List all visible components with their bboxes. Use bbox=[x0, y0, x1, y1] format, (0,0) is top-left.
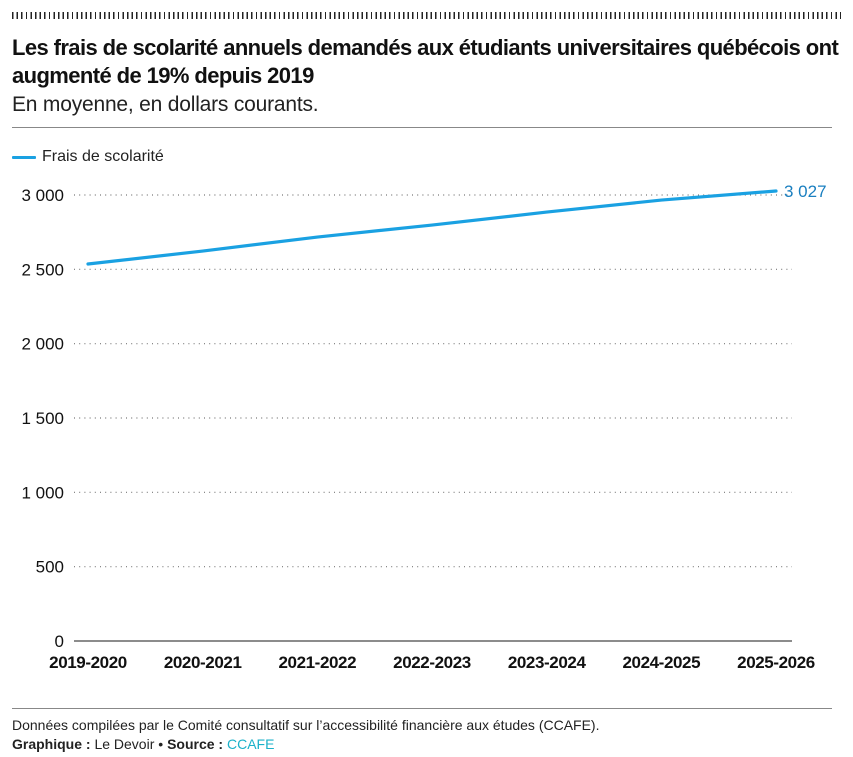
gridlines bbox=[74, 194, 792, 642]
footer-credits: Graphique : Le Devoir • Source : CCAFE bbox=[12, 735, 599, 754]
y-axis-ticks: 0 500 1 000 1 500 2 000 2 500 3 000 bbox=[21, 186, 64, 651]
x-tick-label: 2022-2023 bbox=[393, 653, 471, 672]
series-group: 3 027 bbox=[86, 182, 827, 266]
x-tick-label: 2019-2020 bbox=[49, 653, 127, 672]
x-tick-label: 2024-2025 bbox=[622, 653, 700, 672]
y-tick-label: 1 500 bbox=[21, 409, 64, 428]
end-value-label: 3 027 bbox=[784, 182, 827, 201]
graphic-label: Graphique : bbox=[12, 736, 91, 752]
x-tick-label: 2020-2021 bbox=[164, 653, 242, 672]
footer-divider bbox=[12, 708, 832, 709]
header-divider bbox=[12, 127, 832, 128]
footer-note: Données compilées par le Comité consulta… bbox=[12, 717, 600, 733]
x-tick-label: 2023-2024 bbox=[508, 653, 587, 672]
y-tick-label: 0 bbox=[55, 632, 64, 651]
chart-subtitle: En moyenne, en dollars courants. bbox=[12, 93, 319, 116]
source-link[interactable]: CCAFE bbox=[226, 736, 275, 752]
decorative-top-bar bbox=[12, 12, 841, 19]
x-tick-label: 2025-2026 bbox=[737, 653, 815, 672]
source-label: Source : bbox=[167, 736, 224, 752]
legend-label: Frais de scolarité bbox=[42, 148, 164, 165]
y-tick-label: 2 500 bbox=[21, 260, 64, 279]
x-tick-label: 2021-2022 bbox=[278, 653, 356, 672]
x-axis-ticks: 2019-2020 2020-2021 2021-2022 2022-2023 2023… bbox=[49, 653, 815, 672]
footer: Données compilées par le Comité consulta… bbox=[12, 716, 599, 754]
y-tick-label: 1 000 bbox=[21, 483, 64, 502]
series-line bbox=[86, 189, 778, 266]
y-tick-label: 3 000 bbox=[21, 186, 64, 205]
credit-separator: • bbox=[158, 736, 164, 752]
legend-line-swatch bbox=[12, 155, 36, 159]
graphic-value: Le Devoir bbox=[94, 736, 155, 752]
legend: Frais de scolarité bbox=[12, 148, 164, 166]
y-tick-label: 500 bbox=[36, 558, 64, 577]
y-tick-label: 2 000 bbox=[21, 335, 64, 354]
chart-title: Les frais de scolarité annuels demandés … bbox=[12, 35, 839, 88]
